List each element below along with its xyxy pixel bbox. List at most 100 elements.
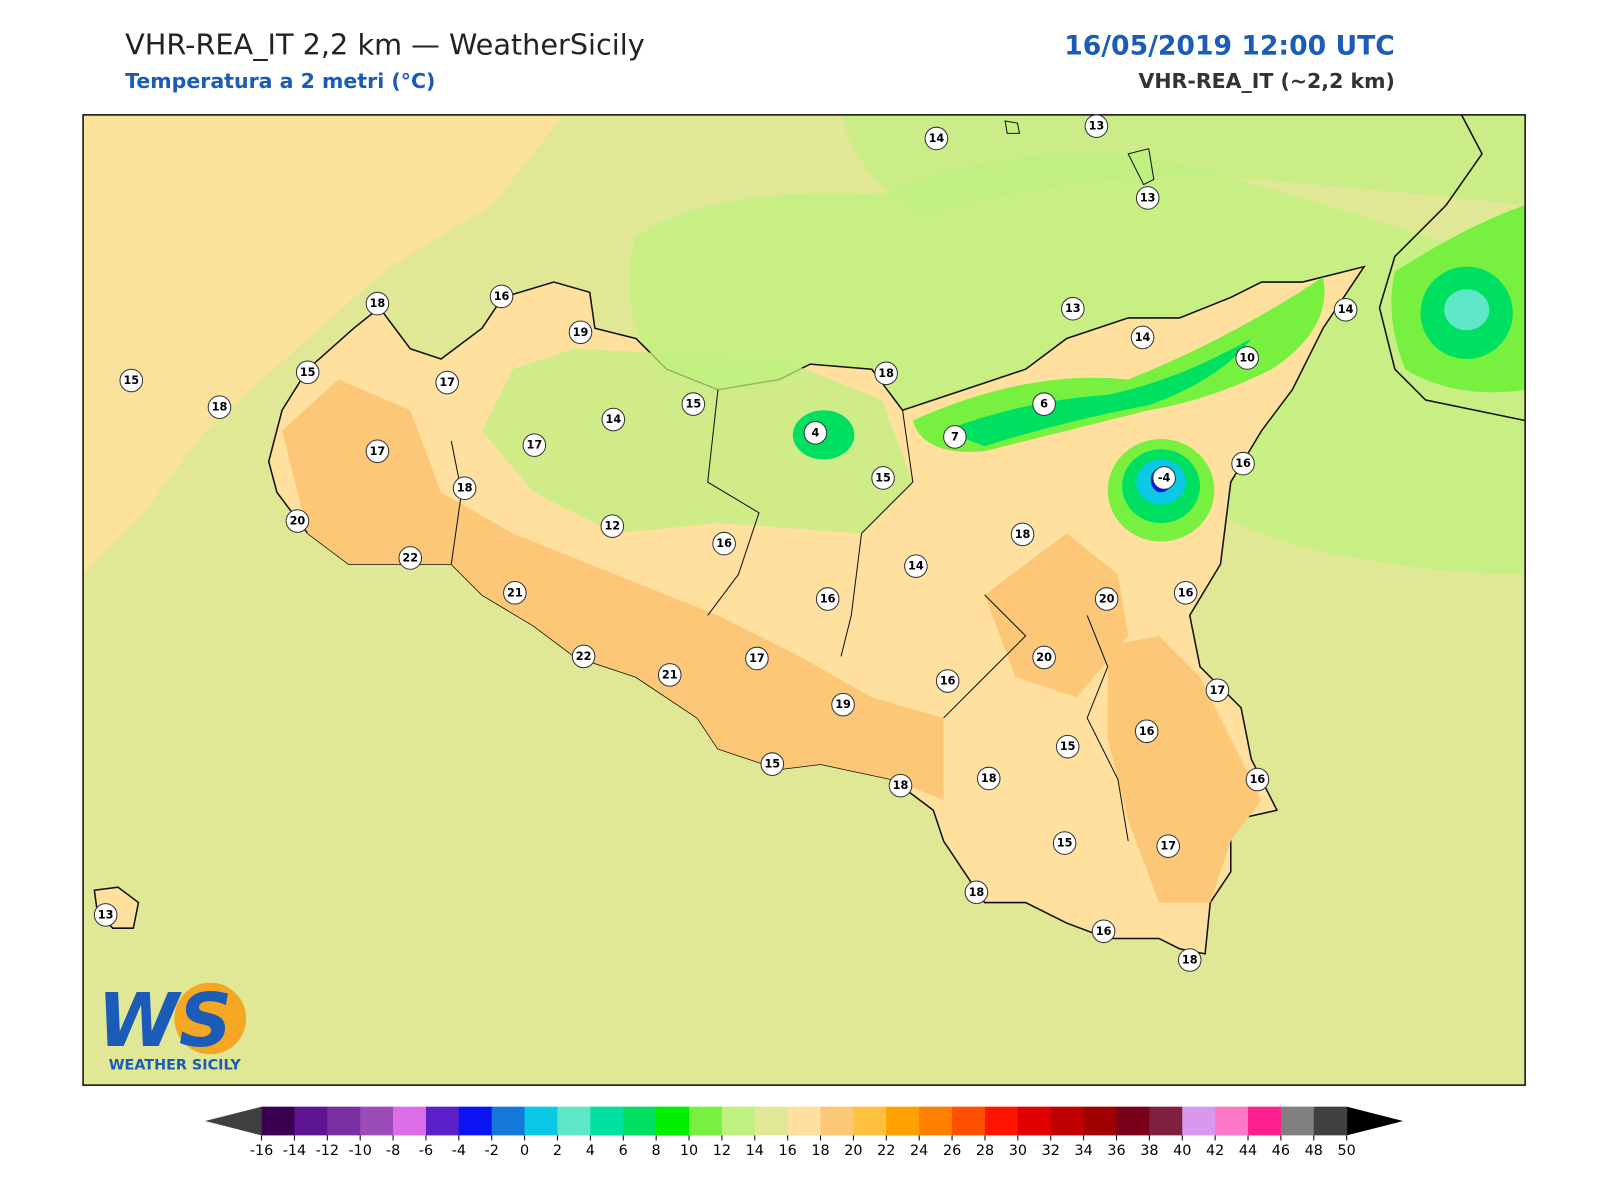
station-value: 13 xyxy=(1140,191,1156,204)
station-marker xyxy=(1052,831,1077,855)
station-marker xyxy=(943,425,967,449)
station-value: 15 xyxy=(300,366,316,379)
map: 14 13 13 18 16 19 15 15 17 18 17 17 14 15 4 18 13 14 14 10 6… xyxy=(82,114,1526,1086)
colorbar-tick-label: 20 xyxy=(844,1143,862,1159)
station-value: 22 xyxy=(402,551,418,564)
subtitle: Temperatura a 2 metri (°C) xyxy=(125,69,435,93)
colorbar-segment xyxy=(656,1106,690,1136)
station-marker xyxy=(489,284,514,309)
station-value: 18 xyxy=(212,401,228,414)
colorbar-tick-label: 38 xyxy=(1140,1143,1158,1159)
station-value: 18 xyxy=(878,367,894,380)
station-value: 15 xyxy=(1057,837,1073,850)
station-value: 13 xyxy=(1089,120,1105,133)
station-marker xyxy=(1333,297,1358,322)
station-value: 12 xyxy=(604,520,620,533)
station-value: 16 xyxy=(1096,925,1112,938)
station-value: 14 xyxy=(605,413,621,426)
island xyxy=(1004,120,1021,134)
station-value: 22 xyxy=(576,650,592,663)
colorbar-segment xyxy=(787,1106,822,1136)
station-marker xyxy=(904,554,928,578)
model-label: VHR-REA_IT (~2,2 km) xyxy=(1139,69,1395,93)
colorbar-segment xyxy=(886,1106,920,1136)
station-marker xyxy=(119,368,144,393)
station-value: 18 xyxy=(969,886,985,899)
station-value: 7 xyxy=(951,430,959,443)
station-marker xyxy=(976,766,1001,791)
station-value: 15 xyxy=(764,758,780,771)
station-marker xyxy=(1032,392,1056,416)
colorbar-tick-label: 26 xyxy=(943,1143,961,1159)
station-value: 19 xyxy=(573,326,589,339)
colorbar-tick-label: 10 xyxy=(680,1143,698,1159)
province-borders xyxy=(450,389,1129,842)
station-value: 19 xyxy=(835,698,851,711)
logo-mark: WS xyxy=(97,978,232,1064)
map-frame xyxy=(82,114,1526,1086)
station-marker xyxy=(831,692,855,717)
logo-name: WEATHER SICILY xyxy=(109,1058,242,1074)
title: VHR-REA_IT 2,2 km — WeatherSicily xyxy=(125,27,645,61)
station-marker xyxy=(964,880,989,905)
station-marker xyxy=(435,370,459,395)
colorbar-segment xyxy=(754,1106,789,1136)
station-marker xyxy=(285,509,310,533)
station-marker xyxy=(1156,834,1180,858)
colorbar-tick-label: 50 xyxy=(1338,1143,1356,1159)
colorbar-segment xyxy=(1248,1106,1282,1136)
colorbar: -16 -14 -12 -10 -8 -6 -4 -2 0 2 4 6 8 10 12 14 16 18 20 22 2… xyxy=(205,1106,1404,1159)
station-marker xyxy=(657,663,682,687)
station-marker xyxy=(1245,767,1270,792)
station-marker xyxy=(1134,719,1159,744)
station-value: 15 xyxy=(875,471,891,484)
station-marker xyxy=(1055,734,1080,759)
station-marker xyxy=(815,587,840,611)
colorbar-tick-label: 32 xyxy=(1042,1143,1060,1159)
warm-field xyxy=(83,114,565,575)
station-marker xyxy=(935,669,960,693)
colorbar-segment xyxy=(623,1106,657,1136)
colorbar-tick-label: 14 xyxy=(746,1143,764,1159)
warm-band xyxy=(282,379,944,800)
colorbar-under xyxy=(205,1106,262,1136)
station-marker xyxy=(924,126,949,151)
colorbar-segment xyxy=(1083,1106,1118,1136)
colorbar-tick-label: 34 xyxy=(1074,1143,1092,1159)
cool-area xyxy=(912,276,1325,452)
colorbar-segment xyxy=(1313,1106,1348,1136)
colorbar-segment xyxy=(327,1106,361,1136)
colorbar-tick-label: 28 xyxy=(976,1143,994,1159)
station-marker xyxy=(568,320,593,345)
cool-field xyxy=(841,114,1526,216)
station-value: 16 xyxy=(1178,586,1194,599)
station-marker xyxy=(600,514,625,538)
colorbar-segment xyxy=(425,1106,460,1136)
colorbar-tick-label: 30 xyxy=(1009,1143,1027,1159)
station-value: 20 xyxy=(1036,651,1052,664)
station-value: 20 xyxy=(290,515,306,528)
station-value: 4 xyxy=(811,426,819,439)
station-value: 17 xyxy=(370,445,386,458)
colorbar-segment xyxy=(1215,1106,1249,1136)
station-value: 16 xyxy=(940,675,956,688)
colorbar-tick-label: 42 xyxy=(1206,1143,1224,1159)
colorbar-segment xyxy=(1280,1106,1315,1136)
station-marker xyxy=(503,581,527,605)
station-value: 17 xyxy=(527,439,543,452)
station-value: 21 xyxy=(662,668,678,681)
station-value: 18 xyxy=(1015,528,1031,541)
station-value: 15 xyxy=(685,398,701,411)
colorbar-segment xyxy=(984,1106,1019,1136)
colorbar-tick-label: 36 xyxy=(1107,1143,1125,1159)
logo: WS WEATHER SICILY xyxy=(97,978,247,1074)
station-marker xyxy=(365,439,390,464)
logo-sun xyxy=(174,982,247,1055)
station-value: 6 xyxy=(1040,398,1048,411)
colorbar-segment xyxy=(458,1106,493,1136)
datetime: 16/05/2019 12:00 UTC xyxy=(1064,30,1395,61)
warm-band xyxy=(1107,635,1262,903)
station-marker xyxy=(1135,186,1160,210)
colorbar-tick-label: 22 xyxy=(877,1143,895,1159)
